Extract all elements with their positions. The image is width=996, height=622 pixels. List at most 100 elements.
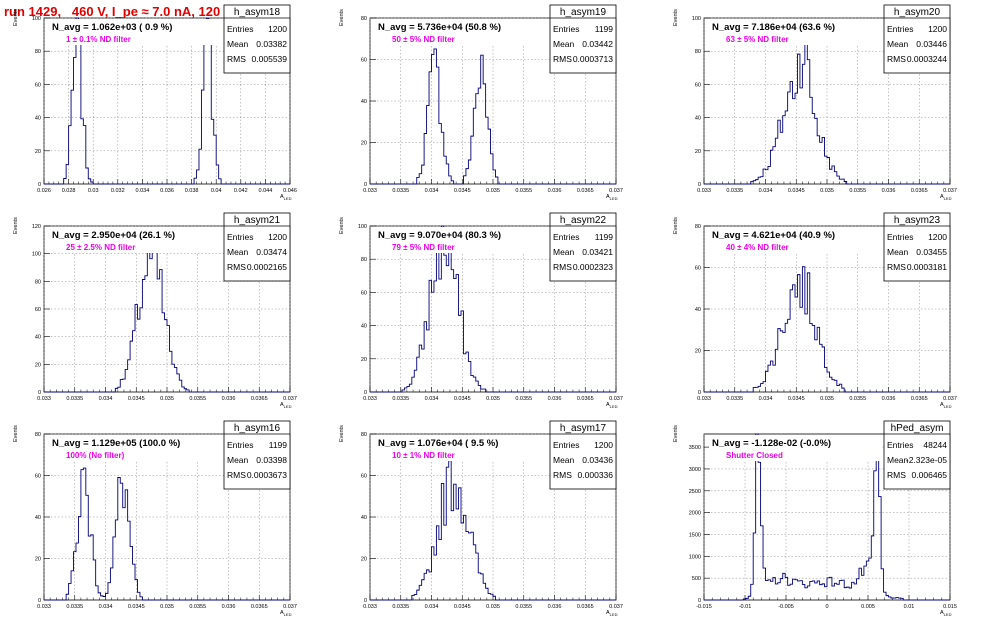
x-tick-label: 0.034	[99, 604, 113, 610]
y-tick-label: 0	[364, 182, 367, 188]
x-tick-label: 0.0355	[515, 604, 532, 610]
y-axis-title: Events	[339, 425, 345, 442]
stats-label-mean: Mean	[227, 455, 249, 465]
y-tick-label: 40	[695, 307, 701, 313]
y-tick-label: 60	[361, 290, 367, 296]
x-axis-subscript: LED	[944, 612, 952, 617]
y-tick-label: 20	[361, 557, 367, 563]
x-axis-subscript: LED	[944, 196, 952, 201]
filter-label: 63 ± 5% ND filter	[726, 35, 789, 44]
y-axis-title: Events	[339, 9, 345, 26]
histogram-line	[44, 228, 290, 393]
x-tick-label: 0.037	[609, 396, 623, 402]
stats-label-entries: Entries	[553, 24, 579, 34]
y-axis-title: Events	[13, 217, 19, 234]
histogram-panel-h_asym19: 0.033 0.0335 0.034 0.0345 0.035 0.0355 0.036 0.…	[339, 4, 623, 201]
x-tick-label: -0.015	[696, 604, 712, 610]
stats-box	[549, 212, 617, 282]
x-tick-label: 0.033	[363, 188, 377, 194]
navg-box	[375, 19, 547, 45]
stats-value-mean: 0.03398	[256, 455, 287, 465]
histogram-panel-h_asym18: 0.026 0.028 0.03 0.032 0.034 0.036 0.038 0.04 0.…	[13, 4, 297, 201]
x-tick-label: 0.036	[222, 604, 236, 610]
x-axis-title: ALED	[606, 610, 618, 617]
navg-box	[709, 19, 881, 45]
stats-label-entries: Entries	[553, 232, 579, 242]
y-tick-label: 0	[38, 598, 41, 604]
navg-label: N_avg = 1.129e+05 (100.0 %)	[52, 438, 180, 449]
x-tick-label: 0.0345	[128, 396, 145, 402]
navg-label: N_avg = 2.950e+04 (26.1 %)	[52, 230, 175, 241]
y-tick-label: 80	[695, 49, 701, 55]
x-tick-label: 0.036	[882, 396, 896, 402]
x-tick-label: 0.042	[234, 188, 248, 194]
x-tick-label: 0.0365	[911, 396, 928, 402]
stats-label-entries: Entries	[227, 232, 253, 242]
y-tick-label: 60	[695, 266, 701, 272]
x-tick-label: 0.036	[548, 396, 562, 402]
stats-value-entries: 1200	[268, 24, 287, 34]
stats-box	[883, 212, 951, 282]
y-tick-label: 0	[364, 390, 367, 396]
x-tick-label: 0.0335	[726, 188, 743, 194]
histogram-line	[44, 467, 290, 601]
stats-label-entries: Entries	[227, 24, 253, 34]
stats-value-rms: 0.0002165	[247, 262, 287, 272]
x-tick-label: 0.0365	[251, 604, 268, 610]
x-tick-label: 0.0355	[515, 188, 532, 194]
x-tick-label: 0.0355	[849, 188, 866, 194]
stats-label-mean: Mean	[887, 39, 909, 49]
x-tick-label: 0.035	[820, 188, 834, 194]
x-tick-label: 0.035	[820, 396, 834, 402]
stats-label-rms: RMS	[553, 54, 572, 64]
x-axis-title: ALED	[940, 194, 952, 201]
x-axis-title: ALED	[606, 402, 618, 409]
y-tick-label: 3000	[689, 467, 701, 473]
stats-label-mean: Mean	[227, 39, 249, 49]
x-tick-label: 0.034	[425, 396, 439, 402]
stats-label-entries: Entries	[887, 232, 913, 242]
stats-value-rms: 0.0003713	[573, 54, 613, 64]
stats-value-mean: 0.03446	[916, 39, 947, 49]
x-tick-label: 0.034	[759, 188, 773, 194]
x-tick-label: 0.037	[609, 604, 623, 610]
x-tick-label: 0.0345	[454, 188, 471, 194]
x-tick-label: 0.034	[425, 604, 439, 610]
filter-label: 50 ± 5% ND filter	[392, 35, 455, 44]
stats-value-rms: 0.005539	[252, 54, 288, 64]
x-tick-label: -0.01	[739, 604, 752, 610]
y-tick-label: 60	[695, 82, 701, 88]
x-tick-label: 0.0355	[189, 396, 206, 402]
stats-value-rms: 0.000336	[578, 470, 614, 480]
y-tick-label: 20	[695, 149, 701, 155]
navg-box	[375, 227, 547, 253]
y-tick-label: 40	[35, 116, 41, 122]
x-tick-label: 0.0365	[251, 396, 268, 402]
x-tick-label: 0.0335	[392, 604, 409, 610]
x-tick-label: 0.037	[283, 396, 297, 402]
histogram-line	[370, 460, 616, 601]
x-tick-label: 0.0365	[577, 604, 594, 610]
x-axis-title: ALED	[940, 610, 952, 617]
y-tick-label: 0	[364, 598, 367, 604]
x-tick-label: 0.0335	[66, 396, 83, 402]
x-tick-label: 0.03	[88, 188, 99, 194]
y-tick-label: 100	[358, 224, 367, 230]
y-tick-label: 20	[35, 149, 41, 155]
x-tick-label: 0.0355	[849, 396, 866, 402]
y-tick-label: 120	[32, 224, 41, 230]
stats-box	[223, 212, 291, 282]
stats-label-mean: Mean	[553, 247, 575, 257]
stats-label-rms: RMS	[887, 262, 906, 272]
x-tick-label: 0.0345	[454, 396, 471, 402]
stats-value-entries: 1199	[595, 232, 614, 242]
histogram-line	[370, 48, 616, 185]
stats-value-mean: 0.03442	[582, 39, 613, 49]
y-tick-label: 80	[35, 432, 41, 438]
navg-box	[49, 435, 221, 461]
y-tick-label: 40	[361, 324, 367, 330]
y-tick-label: 20	[35, 362, 41, 368]
x-tick-label: 0.0345	[454, 604, 471, 610]
x-tick-label: 0.0335	[66, 604, 83, 610]
